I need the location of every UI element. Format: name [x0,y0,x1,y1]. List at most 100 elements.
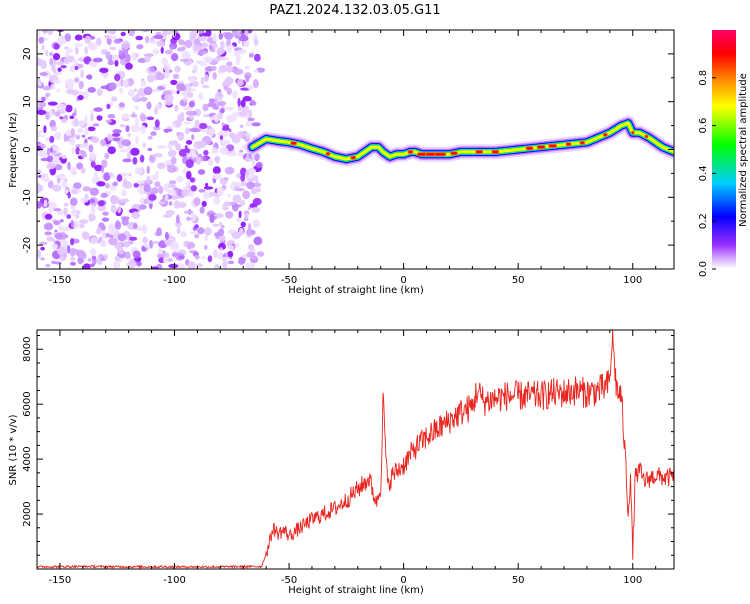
noise-speckle [116,174,123,182]
noise-speckle [177,188,183,197]
noise-speckle [125,62,133,70]
noise-speckle [44,231,52,236]
noise-speckle [78,219,89,224]
noise-speckle [240,181,248,187]
noise-speckle [135,135,139,145]
noise-speckle [175,214,180,224]
noise-speckle [50,125,58,132]
spectrogram-x-label: Height of straight line (km) [288,285,424,296]
noise-speckle [197,153,203,158]
noise-speckle [226,45,232,53]
ridge-hotspot-core [645,135,648,138]
noise-speckle [107,60,115,66]
noise-speckle [125,53,131,63]
noise-speckle [125,251,131,260]
noise-speckle [37,57,41,66]
noise-speckle [82,186,92,192]
noise-speckle [232,149,236,157]
noise-speckle [233,68,244,75]
noise-speckle [221,256,229,262]
noise-speckle [113,38,122,44]
noise-speckle [56,88,61,93]
noise-speckle [53,43,60,50]
noise-speckle [45,136,50,142]
noise-speckle [242,190,251,200]
noise-speckle [84,127,89,136]
noise-speckle [216,186,225,196]
noise-speckle [203,186,214,190]
noise-speckle [135,35,143,41]
ridge-hotspot-core [603,133,607,136]
noise-speckle [184,127,190,135]
noise-speckle [201,85,210,89]
noise-speckle [90,136,100,144]
noise-speckle [176,83,186,92]
noise-speckle [77,120,86,127]
noise-speckle [201,42,209,48]
noise-speckle [253,236,263,246]
noise-speckle [147,147,153,152]
noise-speckle [167,164,177,173]
x-tick-label: -100 [163,575,186,586]
snr-x-label: Height of straight line (km) [288,585,424,596]
noise-speckle [76,249,86,259]
noise-speckle [145,35,150,44]
noise-speckle [245,169,250,179]
noise-speckle [237,151,245,157]
noise-speckle [122,181,133,189]
noise-speckle [63,57,70,64]
noise-speckle [39,241,48,245]
noise-speckle [226,144,235,152]
noise-speckle [244,65,251,70]
noise-speckle [212,223,220,227]
noise-speckle [87,258,92,262]
noise-speckle [167,184,177,189]
noise-speckle [151,187,159,194]
ridge-hotspot-core [566,143,571,146]
noise-speckle [63,189,69,195]
noise-speckle [142,224,146,232]
noise-speckle [96,226,102,235]
noise-speckle [90,109,94,115]
noise-speckle [98,236,102,242]
noise-speckle [75,214,80,219]
noise-speckle [204,74,209,83]
noise-speckle [89,187,99,196]
noise-speckle [237,97,241,107]
noise-speckle [121,189,127,197]
noise-speckle [135,117,139,126]
y-tick-label: 8000 [22,337,33,362]
noise-speckle [40,257,46,261]
noise-speckle [198,122,208,130]
noise-speckle [100,85,111,90]
noise-speckle [212,106,220,110]
noise-speckle [212,72,217,80]
noise-speckle [57,225,64,230]
noise-speckle [70,257,76,261]
ridge-hotspot-core [549,144,557,148]
noise-speckle [181,50,191,60]
noise-speckle [63,46,69,50]
noise-speckle [69,67,76,73]
colorbar-tick-label: 0.0 [698,261,709,277]
noise-speckle [191,69,197,74]
noise-speckle [188,77,196,83]
noise-speckle [100,139,107,147]
noise-speckle [235,188,245,192]
noise-speckle [186,216,191,222]
noise-speckle [222,206,229,211]
noise-speckle [163,30,168,36]
noise-speckle [153,34,164,40]
noise-speckle [231,204,242,208]
noise-speckle [213,216,217,220]
noise-speckle [57,177,61,184]
noise-speckle [198,49,204,57]
noise-speckle [252,79,259,88]
noise-speckle [130,113,138,118]
noise-speckle [72,220,80,230]
noise-speckle [53,220,61,226]
noise-speckle [195,156,202,165]
noise-speckle [134,93,140,100]
noise-speckle [186,148,191,154]
ridge-hotspot-core [580,141,585,144]
